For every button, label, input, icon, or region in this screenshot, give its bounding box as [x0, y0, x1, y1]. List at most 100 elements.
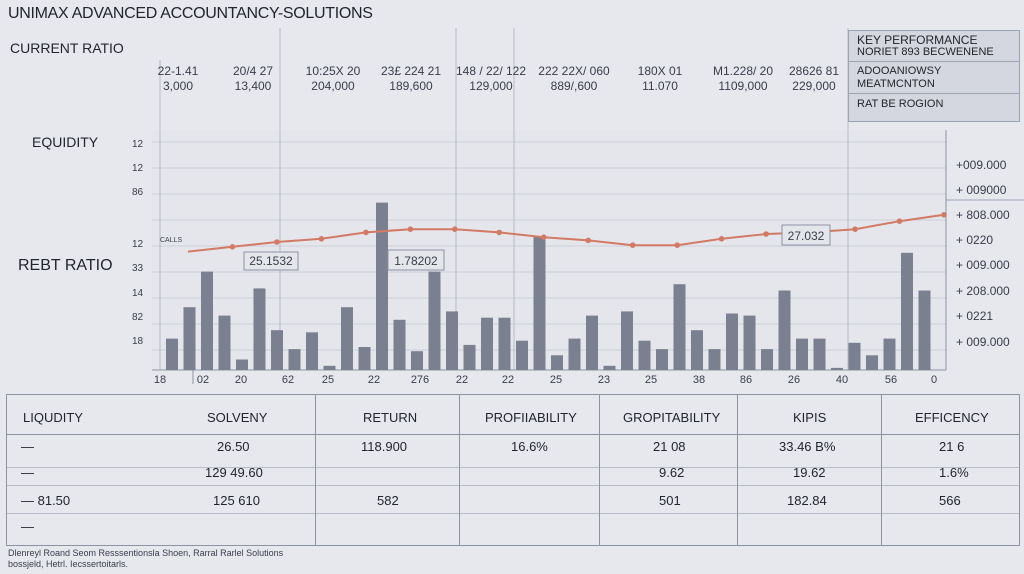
top-figure: M1.228/ 20 1109,000 [712, 64, 774, 93]
table-cell: 21 6 [939, 439, 965, 454]
bar [218, 315, 231, 370]
x-tick-label: 22 [502, 374, 514, 386]
table-cell: 33.46 B% [779, 439, 836, 454]
bar [638, 340, 651, 370]
bar [533, 236, 546, 370]
right-axis-tick: + 0221 [956, 309, 993, 323]
annotation-label: 27.032 [788, 229, 825, 243]
x-tick-label: 38 [693, 374, 705, 386]
top-figure: 180X 01 11.070 [637, 64, 683, 93]
right-axis-tick: + 0220 [956, 233, 993, 247]
bar [901, 252, 913, 370]
line-point [318, 236, 325, 242]
line-point [718, 236, 725, 242]
left-axis-tick: 12 [132, 139, 144, 150]
table-cell: 9.62 [659, 465, 685, 480]
annotation-label: 1.78202 [394, 254, 438, 268]
left-axis-tick: 18 [132, 336, 144, 347]
table-row-divider [7, 485, 1019, 486]
line-point [229, 244, 236, 250]
table-row-divider [7, 513, 1019, 514]
bar [621, 311, 633, 370]
line-point [585, 237, 591, 244]
table-cell: 182.84 [787, 493, 827, 508]
bar [166, 338, 178, 370]
kpi-line: RAT BE ROGION [857, 98, 944, 110]
right-axis-tick: + 208.000 [956, 284, 1010, 298]
x-tick-label: 0 [931, 374, 937, 386]
bar [376, 202, 388, 370]
table-column-divider [737, 395, 738, 545]
bar [673, 284, 686, 370]
table-header: KIPIS [793, 410, 827, 425]
bar [551, 355, 563, 370]
right-axis-tick: + 009.000 [956, 335, 1010, 349]
bar [691, 330, 703, 370]
bar [708, 349, 721, 370]
table-cell: 26.50 [217, 439, 250, 454]
bar [358, 347, 371, 370]
bar [463, 344, 476, 370]
bar [743, 315, 756, 370]
bar [236, 359, 248, 370]
table-cell: 125 610 [213, 493, 260, 508]
top-figure: 148 / 22/ 122 129,000 [455, 64, 527, 93]
right-axis-tick: + 009000 [956, 183, 1007, 197]
x-tick-label: 62 [282, 374, 294, 386]
table-cell: — [21, 439, 34, 454]
bar [498, 317, 511, 370]
bar [306, 332, 318, 370]
line-point [674, 242, 680, 248]
table-cell: — [21, 465, 34, 480]
bar [341, 307, 353, 370]
bar [761, 349, 773, 370]
kpi-line: NORIET 893 BECWENENE [857, 46, 994, 58]
bar [918, 290, 931, 370]
footnote: Dlenreyl Roand Seom Resssentionsla Shoen… [8, 548, 283, 570]
left-axis-tick: 14 [132, 288, 144, 299]
x-tick-label: 26 [788, 374, 800, 386]
bar [586, 315, 598, 370]
annotation-label: 25.1532 [249, 254, 293, 268]
bar [813, 338, 826, 370]
table-column-divider [459, 395, 460, 545]
x-tick-label: 86 [740, 374, 752, 386]
annotation-label: CALLS [160, 237, 183, 244]
table-cell: 16.6% [511, 439, 548, 454]
x-tick-label: 20 [235, 374, 247, 386]
line-point [629, 242, 636, 248]
line-point [852, 226, 858, 232]
top-figure: 20/4 27 13,400 [232, 64, 274, 93]
bar [796, 338, 808, 370]
table-cell: — 81.50 [21, 493, 71, 508]
bar [726, 313, 738, 370]
table-header-divider [7, 434, 1019, 435]
bar [428, 271, 441, 370]
x-tick-label: 276 [411, 374, 429, 386]
line-point [763, 231, 769, 237]
kpi-title: KEY PERFORMANCE [857, 33, 978, 47]
x-tick-label: 18 [154, 374, 166, 386]
left-axis-tick: 33 [132, 263, 144, 274]
top-figure: 10:25X 20 204,000 [305, 64, 361, 93]
top-figure: 28626 81 229,000 [788, 64, 840, 93]
bar [568, 338, 581, 370]
bar [848, 342, 861, 370]
table-cell: 582 [377, 493, 399, 508]
plot-area [152, 130, 946, 370]
line-point [274, 239, 280, 245]
bar [253, 288, 266, 370]
bar [866, 355, 878, 370]
line-point [452, 226, 458, 232]
x-tick-label: 23 [598, 374, 610, 386]
right-axis-tick: + 808.000 [956, 208, 1010, 222]
bar [481, 317, 493, 370]
bar [516, 340, 528, 370]
left-axis-tick: 82 [132, 312, 144, 323]
annotation-box [387, 249, 445, 271]
table-cell: 1.6% [939, 465, 969, 480]
bar [271, 330, 283, 370]
page-title: UNIMAX ADVANCED ACCOUNTANCY-SOLUTIONS [8, 5, 373, 22]
table-cell: 501 [659, 493, 681, 508]
